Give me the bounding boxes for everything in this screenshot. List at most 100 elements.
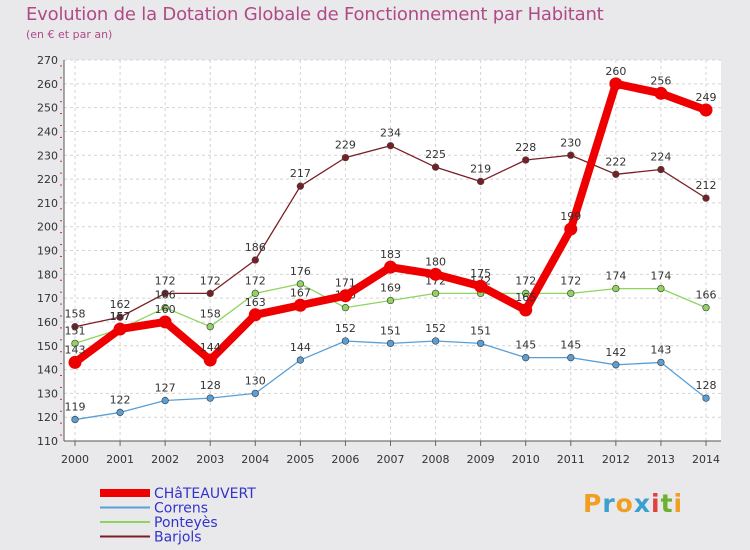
y-tick-label: 110 xyxy=(37,435,58,448)
data-label-correns: 151 xyxy=(380,324,401,337)
data-point-pontey-s xyxy=(657,284,665,293)
data-point-barjols xyxy=(296,182,305,190)
data-point-barjols xyxy=(341,153,350,162)
x-tick-label: 2011 xyxy=(557,453,585,466)
data-point-pontey-s xyxy=(522,289,530,298)
data-label-barjols: 162 xyxy=(110,298,131,311)
data-point-pontey-s xyxy=(567,289,575,298)
data-point-correns xyxy=(161,396,169,405)
data-label-pontey-s: 169 xyxy=(380,282,401,295)
data-point-barjols xyxy=(702,194,710,202)
data-point-correns xyxy=(251,389,259,398)
data-label-correns: 144 xyxy=(290,341,311,354)
data-point-pontey-s xyxy=(341,304,350,312)
x-tick-label: 2003 xyxy=(196,453,224,466)
y-tick-label: 160 xyxy=(37,316,58,329)
data-point-ch-teauvert xyxy=(609,77,623,91)
data-label-barjols: 219 xyxy=(470,162,491,175)
data-point-ch-teauvert xyxy=(699,103,713,117)
data-point-ch-teauvert xyxy=(564,222,578,236)
data-point-ch-teauvert xyxy=(429,267,443,281)
logo-letter: i xyxy=(673,489,684,518)
data-label-barjols: 172 xyxy=(200,274,221,287)
data-label-pontey-s: 172 xyxy=(245,274,266,287)
data-point-ch-teauvert xyxy=(68,355,82,369)
data-label-correns: 119 xyxy=(65,401,86,414)
data-point-correns xyxy=(341,337,350,345)
data-point-ch-teauvert xyxy=(338,289,352,303)
data-label-ch-teauvert: 167 xyxy=(290,286,311,299)
data-point-pontey-s xyxy=(431,289,440,298)
x-tick-label: 2012 xyxy=(602,453,630,466)
x-tick-label: 2005 xyxy=(286,453,314,466)
data-point-correns xyxy=(386,339,395,348)
logo-letter: t xyxy=(660,489,674,518)
legend-label-barjols: Barjols xyxy=(154,530,202,546)
y-tick-label: 190 xyxy=(37,245,58,258)
data-point-pontey-s xyxy=(251,289,259,298)
data-point-correns xyxy=(116,408,124,417)
proxiti-logo: Proxiti xyxy=(583,489,683,518)
logo-letter: r xyxy=(602,489,616,518)
y-tick-label: 240 xyxy=(37,125,58,138)
x-tick-label: 2007 xyxy=(377,453,405,466)
data-label-pontey-s: 166 xyxy=(155,289,176,302)
data-point-barjols xyxy=(251,256,259,264)
data-label-correns: 128 xyxy=(200,379,221,392)
y-tick-label: 270 xyxy=(37,54,58,67)
logo-letter: x xyxy=(633,489,651,518)
x-tick-label: 2004 xyxy=(241,453,269,466)
data-point-ch-teauvert xyxy=(654,86,668,100)
data-label-correns: 128 xyxy=(696,379,717,392)
data-point-correns xyxy=(431,337,440,345)
data-label-ch-teauvert: 157 xyxy=(110,310,131,323)
data-label-correns: 142 xyxy=(605,346,626,359)
legend-label-correns: Correns xyxy=(154,501,208,517)
y-tick-label: 140 xyxy=(37,364,58,377)
data-point-pontey-s xyxy=(296,280,305,288)
data-point-barjols xyxy=(71,323,79,331)
data-point-barjols xyxy=(386,142,395,150)
x-tick-label: 2014 xyxy=(692,453,720,466)
data-label-ch-teauvert: 249 xyxy=(696,91,717,104)
data-label-correns: 130 xyxy=(245,374,266,387)
data-label-correns: 151 xyxy=(470,324,491,337)
data-label-pontey-s: 174 xyxy=(605,270,626,283)
y-tick-label: 200 xyxy=(37,221,58,234)
data-label-correns: 152 xyxy=(335,322,356,335)
data-point-ch-teauvert xyxy=(293,298,307,312)
data-label-ch-teauvert: 180 xyxy=(425,255,446,268)
y-tick-label: 130 xyxy=(37,387,58,400)
data-label-ch-teauvert: 171 xyxy=(335,277,356,290)
data-point-ch-teauvert xyxy=(474,279,488,293)
data-point-correns xyxy=(522,354,530,362)
data-point-barjols xyxy=(657,165,665,174)
y-tick-label: 150 xyxy=(37,340,58,353)
y-tick-label: 230 xyxy=(37,149,58,162)
data-label-barjols: 186 xyxy=(245,241,266,254)
data-label-pontey-s: 157 xyxy=(110,310,131,323)
data-point-pontey-s xyxy=(206,323,214,331)
data-point-ch-teauvert xyxy=(158,315,172,329)
y-tick-label: 180 xyxy=(37,268,58,281)
y-tick-label: 210 xyxy=(37,197,58,210)
data-label-barjols: 228 xyxy=(515,141,536,154)
data-label-ch-teauvert: 199 xyxy=(560,210,581,223)
data-label-pontey-s: 174 xyxy=(650,270,671,283)
data-point-ch-teauvert xyxy=(248,308,262,322)
data-point-barjols xyxy=(206,289,214,298)
data-label-barjols: 222 xyxy=(605,155,626,168)
data-label-pontey-s: 172 xyxy=(560,274,581,287)
y-tick-label: 250 xyxy=(37,102,58,115)
data-label-correns: 145 xyxy=(515,339,536,352)
data-label-ch-teauvert: 160 xyxy=(155,303,176,316)
data-label-ch-teauvert: 175 xyxy=(470,267,491,280)
data-point-pontey-s xyxy=(702,304,710,312)
data-label-barjols: 230 xyxy=(560,136,581,149)
data-point-correns xyxy=(206,394,214,402)
logo-letter: P xyxy=(583,489,603,518)
data-point-barjols xyxy=(567,151,575,159)
data-point-ch-teauvert xyxy=(203,353,217,367)
